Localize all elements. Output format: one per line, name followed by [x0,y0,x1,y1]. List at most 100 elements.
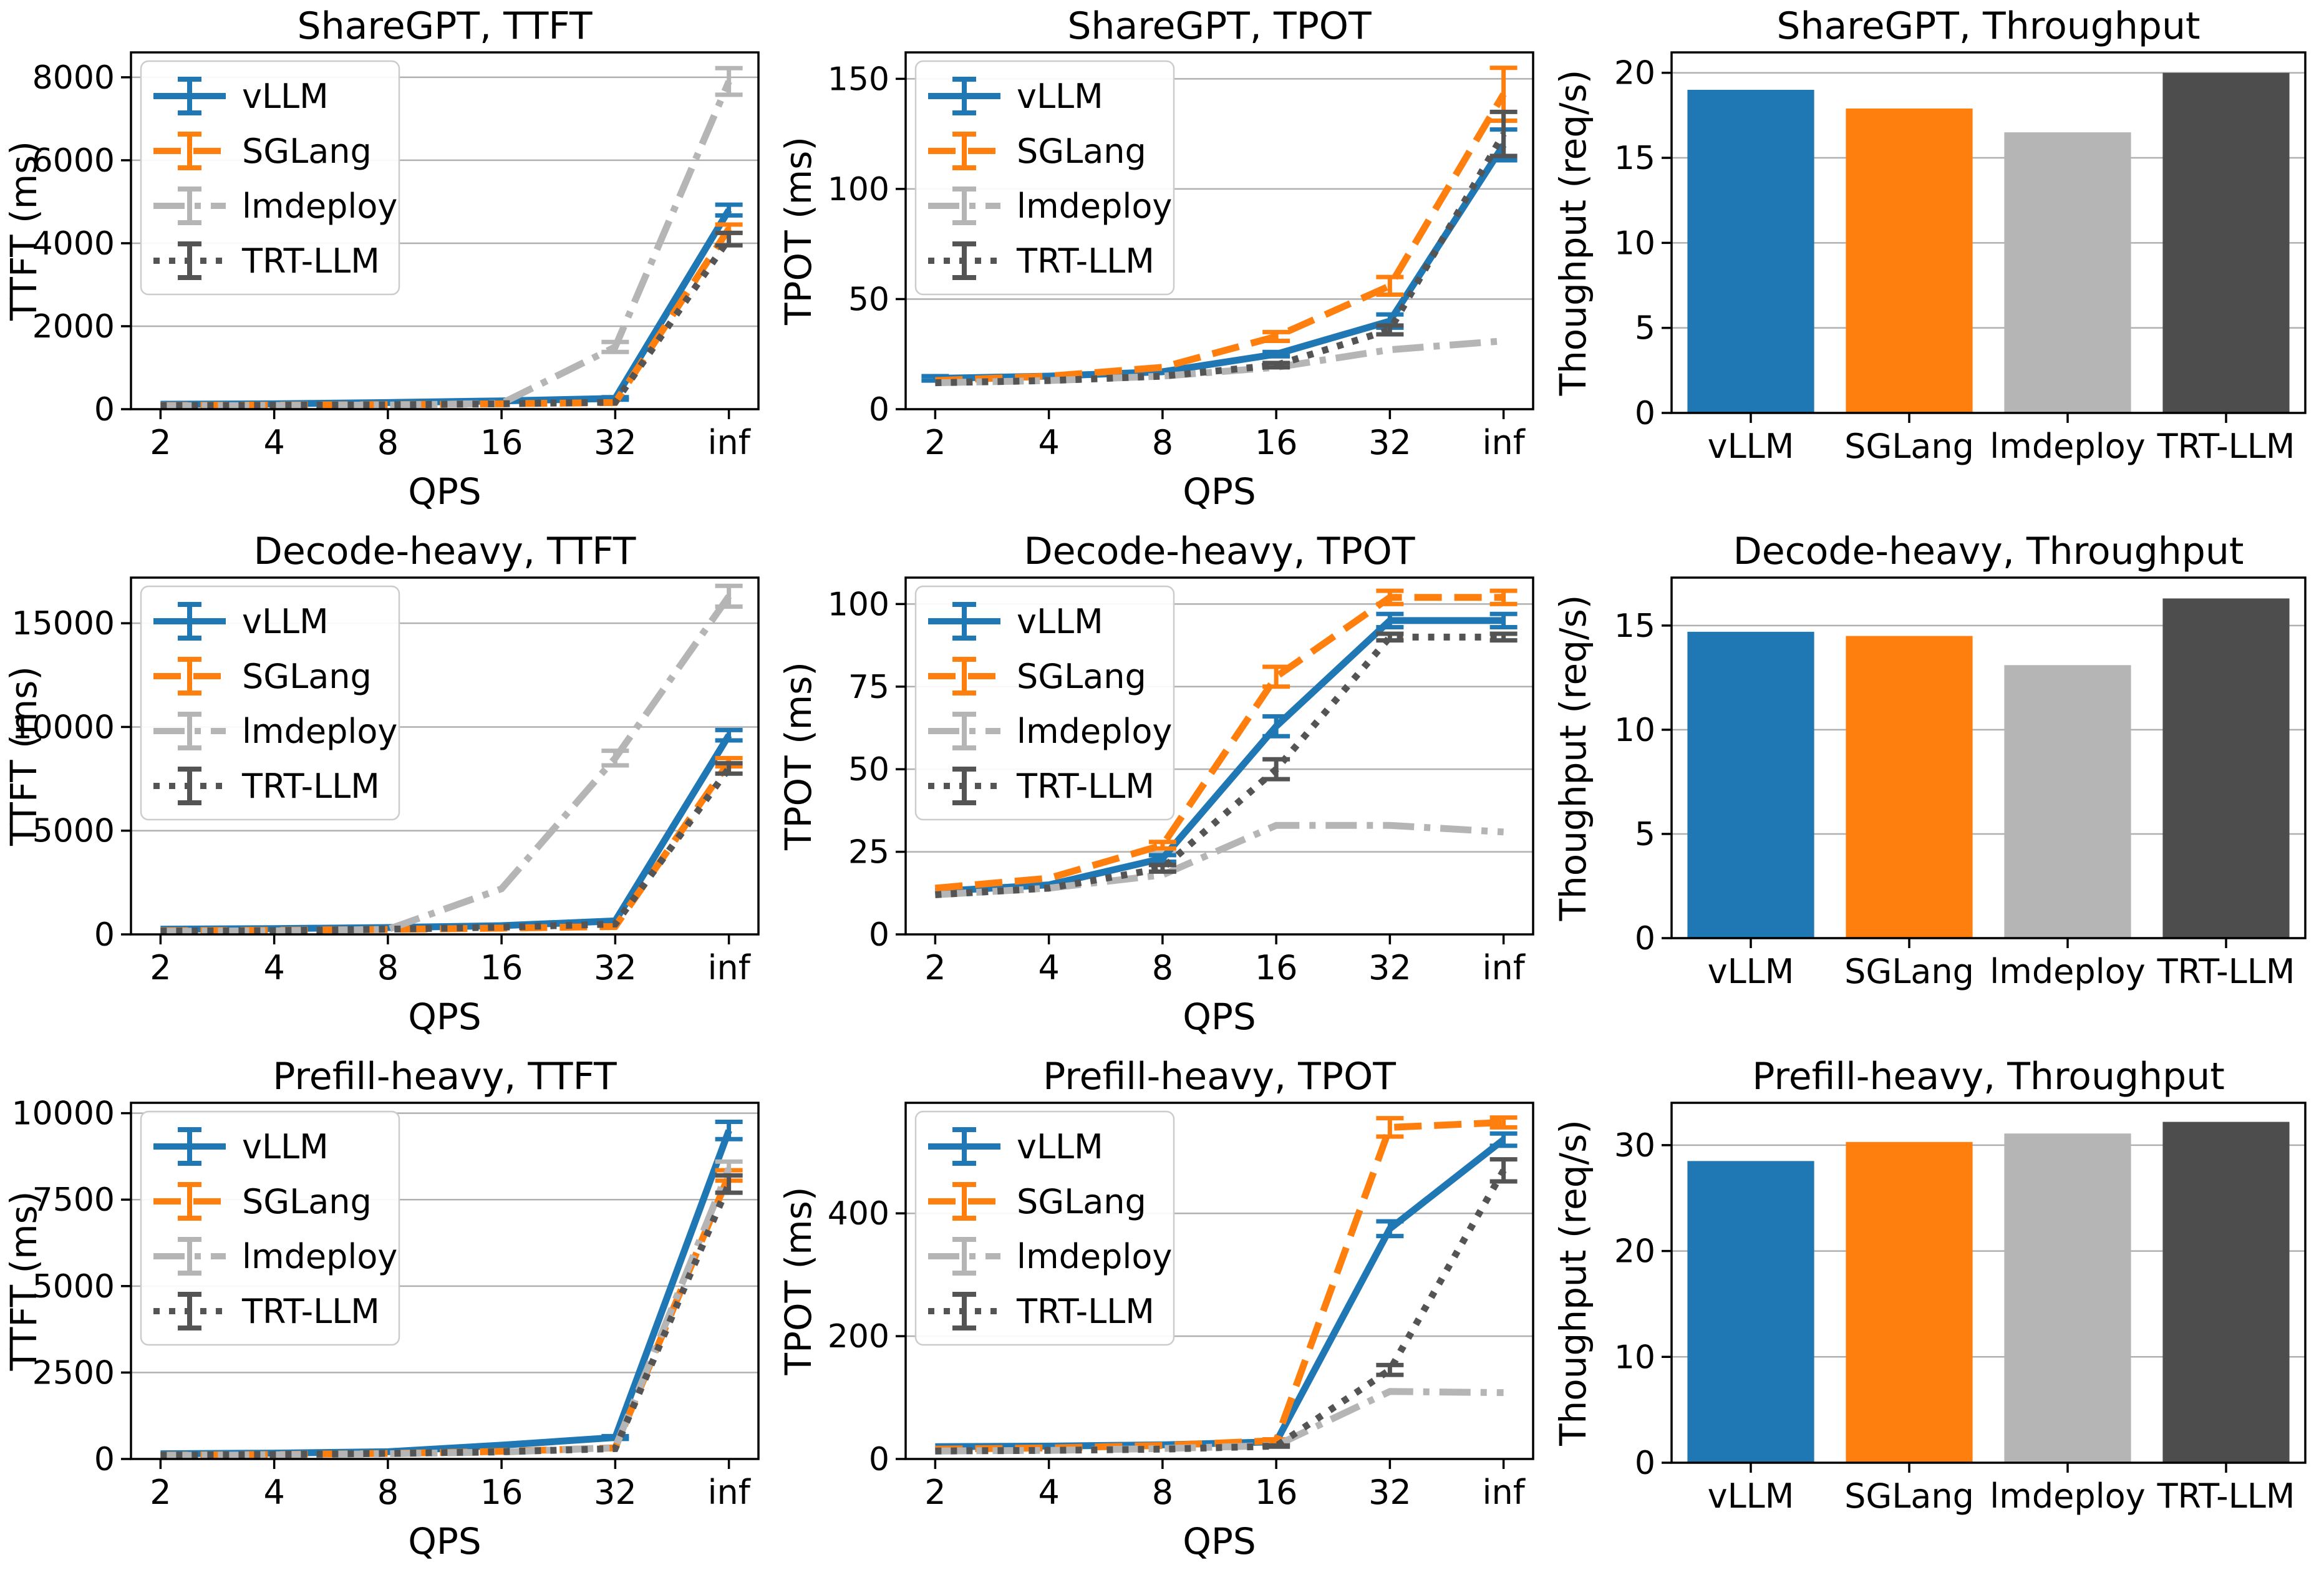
bar-lmdeploy [2004,132,2131,413]
legend-label: lmdeploy [1017,187,1172,226]
chart-decode-heavy-ttft: 0 5000 10000 15000 2 4 8 16 32 inf Decode-heavy, T… [0,525,775,1050]
x-tick-label: inf [707,948,751,987]
x-tick-label: 8 [1152,948,1173,987]
y-tick-label: 50 [848,281,889,318]
axes-spines [130,576,760,936]
legend-label: vLLM [242,602,329,641]
x-tick-label: 8 [377,948,399,987]
legend-label: TRT-LLM [1016,241,1155,281]
y-tick-label: 50 [848,751,889,788]
bar-category-label: SGLang [1844,1476,1974,1516]
series-line-lmdeploy [935,337,1504,387]
y-tick-label: 5 [1635,816,1655,853]
legend-box [914,585,1175,821]
y-tick-label: 15000 [12,605,115,642]
bar-trt-llm [2162,1122,2290,1463]
y-tick-label: 8000 [32,59,115,97]
bar-vllm [1687,631,1814,938]
y-tick-label: 0 [869,391,889,429]
bar-category-label: TRT-LLM [2157,1476,2295,1516]
axes-spines [130,51,760,410]
bar-category-label: TRT-LLM [2157,952,2295,991]
bar-category-label: vLLM [1708,952,1794,991]
legend-box [140,60,400,296]
chart-title: Decode-heavy, TPOT [1024,530,1415,573]
bar-category-label: vLLM [1708,427,1794,466]
y-tick-label: 0 [1635,920,1655,957]
bar-vllm [1687,89,1814,413]
legend-label: SGLang [242,1182,372,1221]
series-line-lmdeploy [160,594,732,935]
x-tick-label: 8 [1152,423,1173,462]
legend-label: TRT-LLM [241,1292,380,1331]
y-tick-label: 5000 [32,813,115,850]
y-axis-label: TTFT (ms) [2,141,45,321]
x-axis-label: QPS [408,996,481,1038]
chart-sharegpt-tpot: 0 50 100 150 2 4 8 16 32 inf ShareGPT, TPOT QPS TPOT… [775,0,1549,525]
y-tick-label: 100 [828,586,889,623]
chart-prefill-heavy-tpot: 0 200 400 2 4 8 16 32 inf Prefill-heavy, TPOT QPS T… [775,1050,1549,1575]
chart-prefill-heavy-throughput: vLLM SGLang lmdeploy TRT-LLM 0 10 20 30 Prefill-… [1549,1050,2324,1575]
chart-title: ShareGPT, Throughput [1776,4,2200,48]
y-axis-label: TPOT (ms) [777,1187,820,1376]
legend-box [140,1110,400,1346]
bar-category-label: lmdeploy [1990,1476,2145,1516]
y-axis-label: TPOT (ms) [777,662,820,851]
y-tick-label: 30 [1614,1127,1655,1165]
y-tick-label: 2500 [32,1354,115,1392]
x-tick-label: inf [1482,423,1526,462]
legend-label: SGLang [242,657,372,696]
x-tick-label: 4 [263,423,284,462]
y-tick-label: 400 [828,1195,889,1233]
legend-label: TRT-LLM [1016,767,1155,806]
legend-label: TRT-LLM [241,767,380,806]
y-axis-label: TTFT (ms) [2,666,45,846]
legend-label: lmdeploy [1017,1237,1172,1276]
series-line-trt-llm [160,1183,732,1459]
bar-trt-llm [2162,598,2290,938]
y-tick-label: 20 [1614,1233,1655,1271]
y-tick-label: 0 [94,391,115,429]
x-axis-label: QPS [408,470,481,513]
y-tick-label: 20 [1614,55,1655,92]
y-tick-label: 10000 [12,709,115,746]
chart-canvas: 0 25 50 75 100 2 4 8 16 32 inf Decode-heavy, TPOT QP… [777,530,1534,1038]
bar-trt-llm [2162,72,2290,413]
y-tick-label: 0 [94,916,115,954]
legend-label: vLLM [1017,602,1103,641]
x-tick-label: 32 [1368,1473,1411,1512]
x-tick-label: 16 [1255,948,1298,987]
y-axis-label: TPOT (ms) [777,137,820,326]
series-line-lmdeploy [935,821,1504,898]
legend-label: lmdeploy [242,187,397,226]
x-tick-label: 32 [594,948,637,987]
y-tick-label: 4000 [32,225,115,263]
y-tick-label: 150 [828,61,889,98]
chart-canvas: vLLM SGLang lmdeploy TRT-LLM 0 5 10 15 20 ShareGP… [1552,4,2307,466]
x-tick-label: inf [1482,1473,1526,1512]
chart-title: Decode-heavy, Throughput [1733,530,2244,573]
x-tick-label: 8 [377,1473,399,1512]
x-tick-label: 4 [1038,948,1059,987]
chart-canvas: vLLM SGLang lmdeploy TRT-LLM 0 10 20 30 Prefill-… [1552,1055,2307,1516]
legend-box [914,60,1175,296]
chart-title: Prefill-heavy, TTFT [273,1055,617,1098]
x-tick-label: 16 [480,948,523,987]
bar-category-label: SGLang [1844,427,1974,466]
x-tick-label: inf [1482,948,1526,987]
x-axis-label: QPS [1183,1520,1256,1563]
series-line-trt-llm [160,766,732,935]
y-tick-label: 0 [869,916,889,954]
series-line-trt-llm [935,132,1507,387]
chart-title: ShareGPT, TTFT [298,4,593,48]
y-tick-label: 0 [869,1441,889,1478]
x-tick-label: 4 [263,1473,284,1512]
bar-sglang [1846,108,1973,414]
x-tick-label: 8 [1152,1473,1173,1512]
series-line-lmdeploy [160,1167,732,1459]
bar-sglang [1846,1141,1973,1463]
x-tick-label: 16 [1255,423,1298,462]
chart-title: Decode-heavy, TTFT [254,530,636,573]
chart-sharegpt-throughput: vLLM SGLang lmdeploy TRT-LLM 0 5 10 15 20 ShareGP… [1549,0,2324,525]
